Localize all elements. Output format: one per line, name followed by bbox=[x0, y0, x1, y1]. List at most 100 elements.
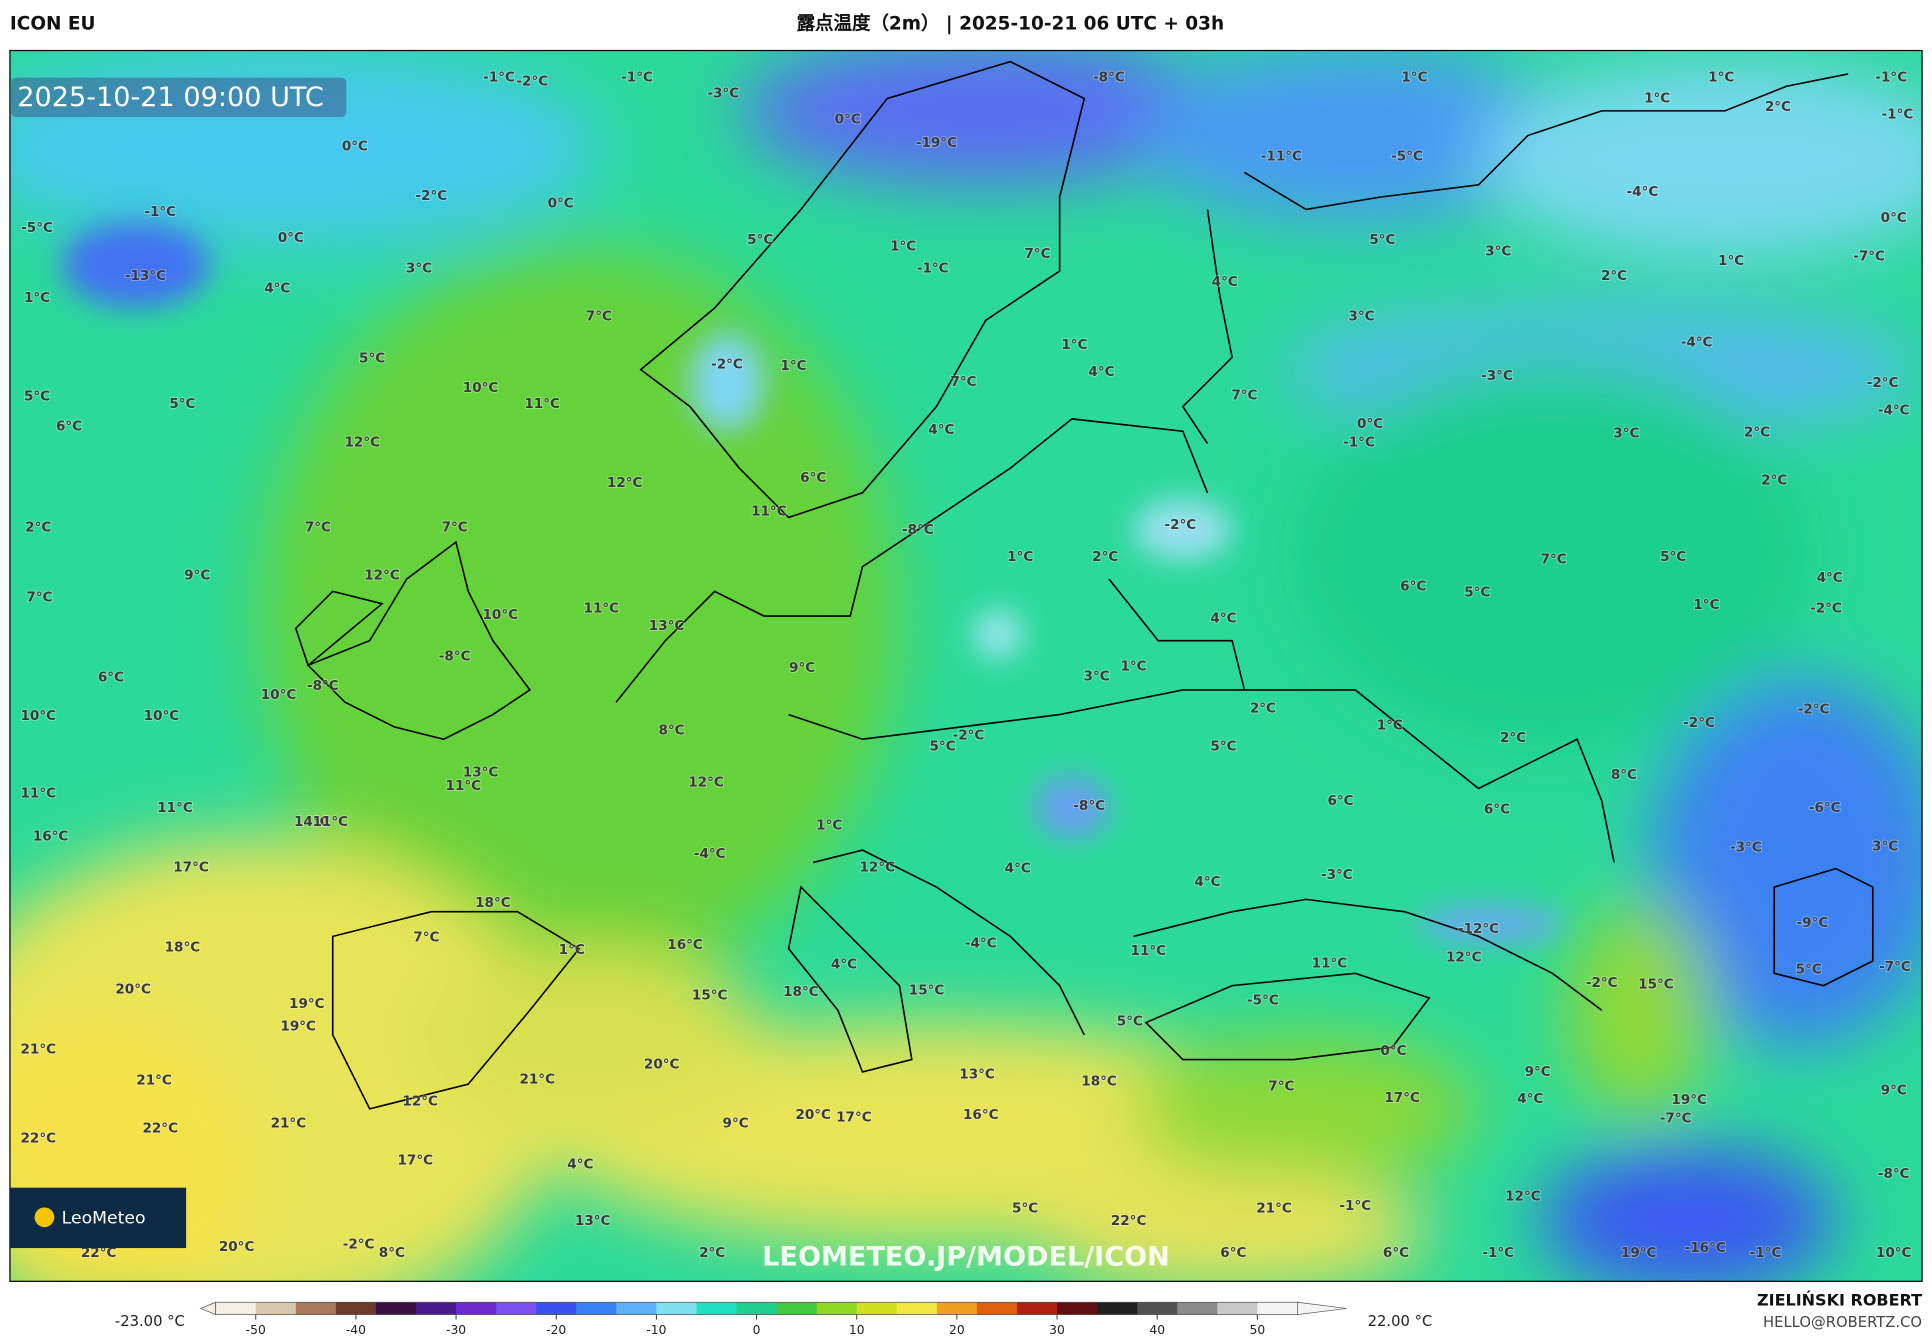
temperature-label: -11°C bbox=[1261, 148, 1302, 164]
temperature-label: 1°C bbox=[1061, 337, 1087, 353]
temperature-label: 3°C bbox=[1872, 838, 1898, 854]
colorbar-segment bbox=[656, 1302, 698, 1315]
temperature-label: 15°C bbox=[1638, 976, 1674, 992]
model-name: ICON EU bbox=[10, 14, 96, 35]
colorbar-max: 22.00 °C bbox=[1368, 1313, 1433, 1330]
temperature-label: 4°C bbox=[264, 280, 290, 296]
temperature-label: 7°C bbox=[26, 590, 52, 606]
temperature-label: 1°C bbox=[559, 942, 585, 958]
temperature-label: 2°C bbox=[699, 1245, 725, 1261]
temperature-label: 11°C bbox=[584, 601, 620, 617]
temperature-label: -2°C bbox=[415, 188, 447, 204]
temperature-label: -9°C bbox=[1797, 915, 1829, 931]
temperature-label: 11°C bbox=[20, 785, 56, 801]
temperature-label: 2°C bbox=[1765, 99, 1791, 115]
temperature-label: -2°C bbox=[711, 357, 743, 373]
colorbar-segment bbox=[1217, 1302, 1258, 1315]
temperature-label: 5°C bbox=[169, 396, 195, 412]
temperature-label: 12°C bbox=[607, 475, 643, 491]
temperature-label: 4°C bbox=[1088, 364, 1114, 380]
temperature-label: 1°C bbox=[1708, 70, 1734, 86]
temperature-label: 0°C bbox=[1357, 416, 1383, 432]
temperature-label: 4°C bbox=[1517, 1091, 1543, 1107]
temperature-label: -16°C bbox=[1685, 1240, 1726, 1256]
temperature-label: 11°C bbox=[312, 814, 348, 830]
temperature-label: 5°C bbox=[1464, 585, 1490, 601]
temperature-label: 20°C bbox=[115, 981, 151, 997]
temperature-label: 17°C bbox=[173, 859, 209, 875]
colorbar-segment bbox=[1016, 1302, 1058, 1315]
temperature-label: -8°C bbox=[902, 522, 934, 538]
temperature-label: 19°C bbox=[1621, 1245, 1657, 1261]
temperature-label: -4°C bbox=[1627, 184, 1659, 200]
temperature-label: 6°C bbox=[98, 670, 124, 686]
colorbar-tick-label: -30 bbox=[446, 1323, 466, 1337]
author: ZIELIŃSKI ROBERT bbox=[1757, 1291, 1922, 1310]
colorbar-segment bbox=[856, 1302, 898, 1315]
temperature-label: 4°C bbox=[1194, 874, 1220, 890]
colorbar-end bbox=[1297, 1301, 1347, 1316]
temperature-label: -4°C bbox=[1681, 335, 1713, 351]
temperature-label: -1°C bbox=[621, 70, 653, 86]
temperature-label: 2°C bbox=[1500, 730, 1526, 746]
temperature-label: -5°C bbox=[21, 220, 53, 236]
temperature-label: 0°C bbox=[1380, 1043, 1406, 1059]
logo-text: LeoMeteo bbox=[62, 1208, 146, 1228]
temperature-label: -5°C bbox=[1391, 148, 1423, 164]
temperature-label: 8°C bbox=[379, 1245, 405, 1261]
temperature-label: 7°C bbox=[950, 374, 976, 390]
temperature-label: 7°C bbox=[305, 519, 331, 535]
temperature-label: 10°C bbox=[261, 687, 297, 703]
temperature-label: 1°C bbox=[1718, 253, 1744, 269]
temperature-label: 1°C bbox=[24, 290, 50, 306]
temperature-label: -2°C bbox=[1867, 375, 1899, 391]
temperature-label: 22°C bbox=[1111, 1213, 1147, 1229]
temperature-label: 3°C bbox=[406, 261, 432, 277]
temperature-label: 1°C bbox=[816, 817, 842, 833]
temperature-label: -1°C bbox=[483, 70, 515, 86]
temperature-label: 20°C bbox=[795, 1107, 831, 1123]
temperature-label: -2°C bbox=[1586, 975, 1618, 991]
temperature-label: 17°C bbox=[397, 1153, 433, 1169]
temperature-label: 7°C bbox=[1231, 387, 1257, 403]
temperature-label: 18°C bbox=[783, 984, 819, 1000]
temperature-label: 1°C bbox=[1007, 549, 1033, 565]
temperature-label: 12°C bbox=[688, 774, 724, 790]
temperature-label: 1°C bbox=[1120, 659, 1146, 675]
temperature-label: 3°C bbox=[1485, 243, 1511, 259]
temperature-label: 6°C bbox=[800, 470, 826, 486]
temperature-label: 9°C bbox=[1881, 1082, 1907, 1098]
temperature-label: 12°C bbox=[1505, 1188, 1541, 1204]
colorbar-segment bbox=[255, 1302, 297, 1315]
colorbar-segment bbox=[536, 1302, 577, 1315]
map-frame bbox=[9, 49, 1923, 1282]
map-field: -1°C -2°C -1°C-3°C-8°C 1°C 1°C -1°C0°C-19°C-1… bbox=[9, 50, 1923, 1282]
temperature-label: -2°C bbox=[1164, 517, 1196, 533]
temperature-label: 1°C bbox=[890, 238, 916, 254]
colorbar-tick-label: 10 bbox=[849, 1323, 865, 1337]
temperature-label: -2°C bbox=[1683, 715, 1715, 731]
temperature-label: -4°C bbox=[1878, 402, 1910, 418]
colorbar-segment bbox=[456, 1302, 497, 1315]
colorbar-tick-label: -40 bbox=[346, 1323, 366, 1337]
temperature-label: 4°C bbox=[1212, 274, 1238, 290]
temperature-label: -3°C bbox=[1481, 368, 1513, 384]
temperature-label: 16°C bbox=[33, 829, 69, 845]
temperature-label: 11°C bbox=[1131, 943, 1167, 959]
temperature-label: -8°C bbox=[1093, 70, 1125, 86]
temperature-label: 9°C bbox=[789, 660, 815, 676]
temperature-labels: -1°C -2°C -1°C-3°C-8°C 1°C 1°C -1°C0°C-19°C-1… bbox=[20, 69, 1915, 1262]
temperature-label: -1°C bbox=[1882, 107, 1914, 123]
temperature-label: 9°C bbox=[184, 567, 210, 583]
temperature-label: 9°C bbox=[723, 1116, 749, 1132]
coastlines bbox=[294, 60, 1874, 1110]
temperature-label: 18°C bbox=[1081, 1074, 1117, 1090]
temperature-label: 6°C bbox=[1383, 1245, 1409, 1261]
temperature-label: -12°C bbox=[1458, 921, 1499, 937]
temperature-label: 15°C bbox=[692, 987, 728, 1003]
colorbar-segment bbox=[816, 1302, 858, 1315]
temperature-label: -3°C bbox=[1321, 867, 1353, 883]
temperature-label: 14°C bbox=[294, 814, 330, 830]
colorbar-tick-label: 40 bbox=[1149, 1323, 1165, 1337]
